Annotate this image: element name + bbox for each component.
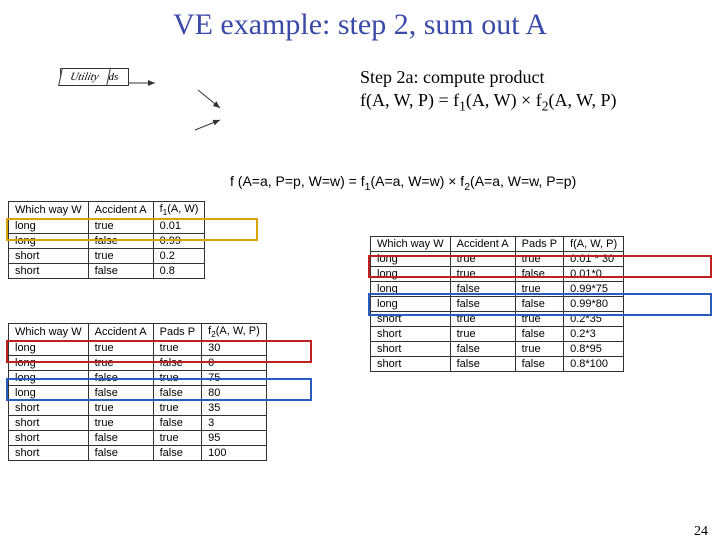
table-row: shorttruefalse3 xyxy=(9,416,267,431)
table-row: shortfalse0.8 xyxy=(9,264,205,279)
step-line2-b: (A, W) × f xyxy=(466,90,542,110)
t2-h0: Which way W xyxy=(9,324,89,341)
table-row: longfalsefalse0.99*80 xyxy=(371,297,624,312)
table-row: shortfalsefalse100 xyxy=(9,446,267,461)
table-row: shorttruetrue0.2*35 xyxy=(371,312,624,327)
table-row: longtruefalse0.01*0 xyxy=(371,267,624,282)
t2-h2: Pads P xyxy=(153,324,201,341)
table-row: shorttrue0.2 xyxy=(9,249,205,264)
t1-h1: Accident A xyxy=(88,202,153,219)
table-row: longfalse0.99 xyxy=(9,234,205,249)
table-row: longfalsefalse80 xyxy=(9,386,267,401)
step-description: Step 2a: compute product f(A, W, P) = f1… xyxy=(360,66,616,115)
step-line1: Step 2a: compute product xyxy=(360,66,616,89)
formula-suf: (A=a, W=w, P=p) xyxy=(470,173,576,189)
table-row: longtruetrue30 xyxy=(9,341,267,356)
t1-h2: f1(A, W) xyxy=(153,202,205,219)
step-line2: f(A, W, P) = f1(A, W) × f2(A, W, P) xyxy=(360,89,616,115)
t3-h3: f(A, W, P) xyxy=(564,237,624,252)
formula: f (A=a, P=p, W=w) = f1(A=a, W=w) × f2(A=… xyxy=(230,173,576,193)
table-row: longfalsetrue0.99*75 xyxy=(371,282,624,297)
influence-diagram: Which Way Accident Wear Pads Utility xyxy=(60,68,260,158)
table-row: longfalsetrue75 xyxy=(9,371,267,386)
table-row: shortfalsetrue0.8*95 xyxy=(371,342,624,357)
node-utility: Utility xyxy=(58,68,111,86)
t2-h1: Accident A xyxy=(88,324,153,341)
step-line2-c: (A, W, P) xyxy=(548,90,616,110)
t3-h0: Which way W xyxy=(371,237,451,252)
t2-h3: f2(A, W, P) xyxy=(202,324,267,341)
table-row: shorttruefalse0.2*3 xyxy=(371,327,624,342)
slide-number: 24 xyxy=(694,524,708,540)
step-line2-a: f(A, W, P) = f xyxy=(360,90,459,110)
slide-title: VE example: step 2, sum out A xyxy=(0,8,720,42)
t1-h0: Which way W xyxy=(9,202,89,219)
table-row: longtrue0.01 xyxy=(9,219,205,234)
formula-mid: (A=a, W=w) × f xyxy=(370,173,464,189)
table-f1: Which way W Accident A f1(A, W) longtrue… xyxy=(8,201,205,279)
table-row: longtruefalse0 xyxy=(9,356,267,371)
table-product: Which way W Accident A Pads P f(A, W, P)… xyxy=(370,236,624,372)
table-row: shortfalsefalse0.8*100 xyxy=(371,357,624,372)
t3-h1: Accident A xyxy=(450,237,515,252)
table-f2: Which way W Accident A Pads P f2(A, W, P… xyxy=(8,323,267,461)
t3-h2: Pads P xyxy=(515,237,563,252)
table-row: longtruetrue0.01 * 30 xyxy=(371,252,624,267)
formula-lhs: f (A=a, P=p, W=w) = f xyxy=(230,173,365,189)
table-row: shortfalsetrue95 xyxy=(9,431,267,446)
table-row: shorttruetrue35 xyxy=(9,401,267,416)
